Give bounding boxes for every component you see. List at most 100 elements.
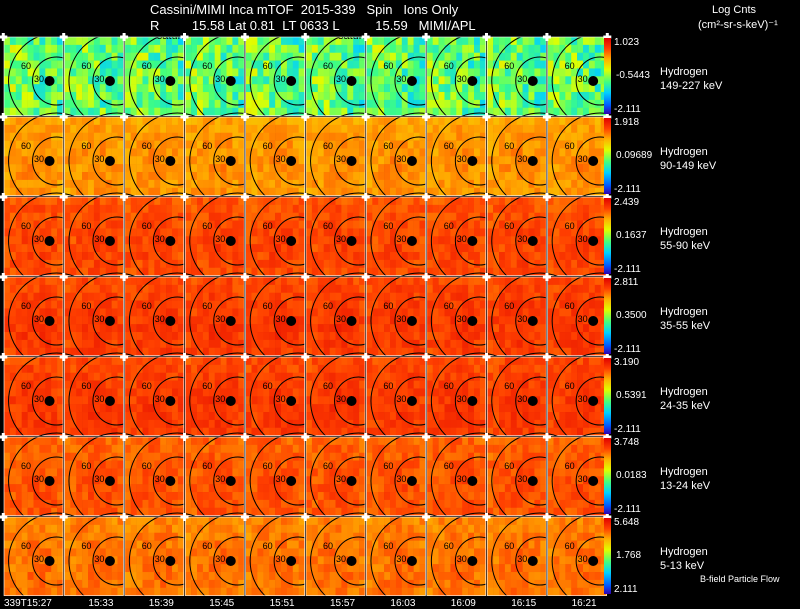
ena-pixel	[269, 332, 276, 341]
grid-cross-mark	[542, 33, 551, 41]
ena-pixel	[462, 172, 469, 181]
ena-pixel	[177, 267, 185, 276]
ena-pixel	[438, 44, 445, 54]
ena-pixel	[286, 107, 294, 116]
ena-pixel	[426, 220, 433, 229]
ena-pixel	[347, 140, 354, 149]
ena-pixel	[88, 179, 95, 189]
ena-pixel	[493, 244, 500, 253]
ena-pixel	[335, 292, 342, 301]
ena-pixel	[99, 324, 106, 333]
ena-pixel	[438, 228, 445, 237]
grid-cross-mark	[482, 273, 491, 281]
ena-pixel	[366, 404, 373, 413]
ena-pixel	[456, 107, 463, 116]
grid-cross-mark	[361, 113, 370, 121]
ena-pixel	[329, 164, 336, 173]
ena-pixel	[559, 324, 566, 333]
ena-pixel	[306, 339, 313, 349]
ena-pixel	[160, 52, 167, 61]
ena-pixel	[76, 117, 83, 126]
ena-pixel	[298, 124, 305, 134]
ena-pixel	[27, 107, 34, 116]
ena-pixel	[269, 117, 276, 126]
ena-pixel	[565, 284, 572, 294]
ena-pixel	[15, 277, 22, 286]
ena-pixel	[27, 117, 34, 126]
ena-pixel	[93, 220, 101, 229]
ena-pixel	[341, 52, 348, 61]
ena-pixel	[571, 308, 578, 317]
ena-pixel	[33, 220, 40, 229]
ena-pixel	[269, 68, 276, 77]
ena-pixel	[197, 117, 204, 126]
ena-pixel	[438, 164, 445, 173]
ena-pixel	[341, 44, 348, 54]
cell-border	[184, 116, 245, 196]
ena-pixel	[88, 117, 95, 126]
ena-pixel	[27, 197, 34, 206]
ena-pixel	[499, 156, 506, 165]
ena-pixel	[594, 339, 601, 349]
ena-pixel	[208, 236, 215, 245]
ena-pixel	[317, 164, 324, 173]
ena-pixel	[432, 37, 439, 46]
ena-pixel	[522, 339, 529, 349]
ena-pixel	[528, 148, 535, 157]
ena-pixel	[510, 37, 517, 46]
ena-pixel	[298, 76, 305, 85]
ena-pixel	[390, 92, 397, 101]
ena-pixel	[323, 179, 330, 189]
ena-pixel	[111, 84, 118, 93]
ena-pixel	[378, 107, 385, 116]
ena-pixel	[4, 228, 11, 237]
ena-pixel	[275, 244, 282, 253]
ena-pixel	[372, 76, 379, 85]
ena-pixel	[317, 92, 324, 101]
ena-pixel	[76, 156, 83, 165]
ena-pixel	[353, 197, 360, 206]
grid-cross-mark	[240, 193, 249, 201]
ena-pixel	[64, 107, 71, 116]
ena-pixel	[275, 179, 282, 189]
ena-pixel	[353, 220, 360, 229]
ena-pixel	[528, 124, 535, 134]
ena-pixel	[516, 68, 523, 77]
ena-pixel	[292, 324, 299, 333]
ena-pixel	[166, 308, 173, 317]
ena-pixel	[57, 339, 64, 349]
ena-pixel	[172, 179, 179, 189]
ena-pixel	[444, 244, 451, 253]
ena-pixel	[528, 324, 535, 333]
ena-pixel	[559, 292, 566, 301]
ena-pixel	[456, 332, 463, 341]
ena-pixel	[353, 107, 360, 116]
ena-pixel	[366, 316, 373, 325]
ena-pixel	[286, 372, 294, 381]
ena-pixel	[372, 267, 379, 276]
ena-pixel	[426, 212, 433, 221]
ena-pixel	[111, 267, 118, 276]
ena-pixel	[468, 347, 475, 356]
ena-pixel	[577, 37, 584, 46]
ena-pixel	[208, 396, 215, 405]
ena-pixel	[359, 308, 366, 317]
ena-pixel	[39, 76, 46, 85]
ena-pixel	[51, 412, 58, 421]
ena-pixel	[510, 204, 517, 214]
ena-pixel	[76, 267, 83, 276]
ena-pixel	[160, 99, 167, 109]
cell-border	[64, 276, 124, 356]
ena-pixel	[220, 84, 227, 93]
ena-pixel	[359, 244, 366, 253]
ena-pixel	[130, 236, 137, 245]
ena-pixel	[298, 197, 305, 206]
ena-pixel	[33, 372, 40, 381]
ena-pixel	[306, 68, 313, 77]
ena-pixel	[438, 124, 445, 134]
ena-pixel	[202, 37, 210, 46]
ena-pixel	[426, 68, 433, 77]
